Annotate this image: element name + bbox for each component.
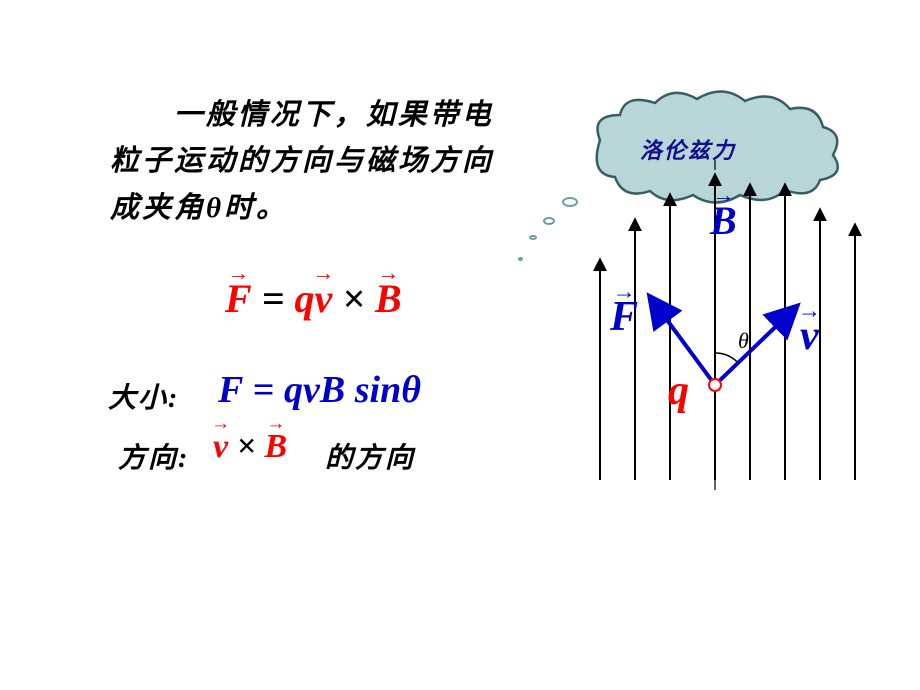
vector-B-dir: →B <box>264 428 287 466</box>
diagram-label-theta: θ <box>738 328 749 354</box>
diagram-label-F: →F <box>610 293 638 341</box>
diagram-label-q: q <box>668 367 689 415</box>
cloud-label: 洛伦兹力 <box>640 133 736 165</box>
intro-line-2: 粒子运动的方向与磁场方向 <box>110 138 540 184</box>
thought-bubble <box>518 257 523 261</box>
diagram-label-B: →B <box>710 197 737 244</box>
vector-B: →B <box>375 275 402 322</box>
direction-suffix: 的方向 <box>325 436 415 476</box>
vector-v: →v <box>314 275 332 322</box>
intro-line-3: 成夹角θ时。 <box>110 185 540 231</box>
vector-v-arrow <box>715 310 793 385</box>
magnitude-formula: F = qvB sinθ <box>218 368 421 412</box>
thought-bubble <box>529 235 537 240</box>
vector-F: →F <box>225 275 252 322</box>
diagram-label-v: →v <box>800 312 819 360</box>
intro-line-1: 一般情况下，如果带电 <box>110 92 540 138</box>
direction-formula: →v × →B <box>213 428 287 466</box>
direction-label: 方向: <box>118 436 189 476</box>
magnitude-label: 大小: <box>108 376 179 416</box>
thought-bubble <box>562 197 578 207</box>
vector-v-dir: →v <box>213 428 228 466</box>
field-diagram: 洛伦兹力 →B →F →v θ q <box>555 85 895 495</box>
charge-point <box>709 379 721 391</box>
theta-arc <box>715 353 738 363</box>
intro-paragraph: 一般情况下，如果带电 粒子运动的方向与磁场方向 成夹角θ时。 <box>110 92 540 231</box>
main-formula: →F = q→v × →B <box>225 275 402 322</box>
thought-bubble <box>543 217 555 225</box>
